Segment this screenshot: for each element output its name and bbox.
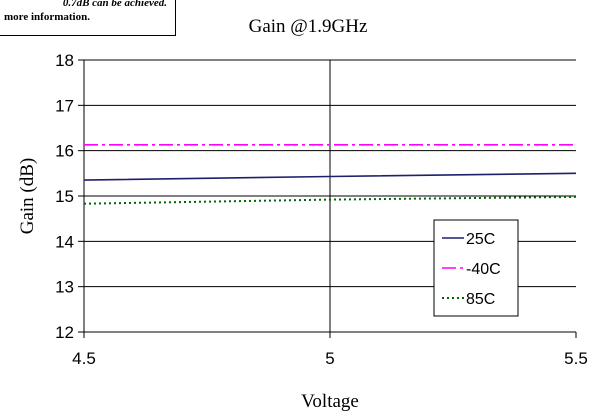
legend-label: -40C <box>466 261 501 278</box>
note-line-2: more information. <box>4 11 90 23</box>
y-tick-label: 12 <box>55 323 74 342</box>
note-box: 0.7dB can be achieved. more information. <box>0 0 176 36</box>
y-tick-label: 15 <box>55 187 74 206</box>
y-axis-label: Gain (dB) <box>17 158 38 235</box>
y-tick-label: 17 <box>55 96 74 115</box>
x-tick-label: 4.5 <box>72 349 96 368</box>
series-line-25c <box>83 172 577 181</box>
chart-title: Gain @1.9GHz <box>249 16 368 37</box>
legend-box <box>433 219 519 317</box>
legend-label: 85C <box>466 291 495 308</box>
x-tick-label: 5.5 <box>564 349 588 368</box>
y-tick-label: 18 <box>55 51 74 70</box>
y-tick-label: 13 <box>55 278 74 297</box>
series-line-85c <box>83 195 577 205</box>
y-tick-label: 16 <box>55 142 74 161</box>
note-line-1: 0.7dB can be achieved. <box>62 0 167 9</box>
x-axis-label: Voltage <box>301 391 359 412</box>
y-tick-label: 14 <box>55 232 74 251</box>
x-tick-label: 5 <box>325 349 334 368</box>
legend-label: 25C <box>466 231 495 248</box>
